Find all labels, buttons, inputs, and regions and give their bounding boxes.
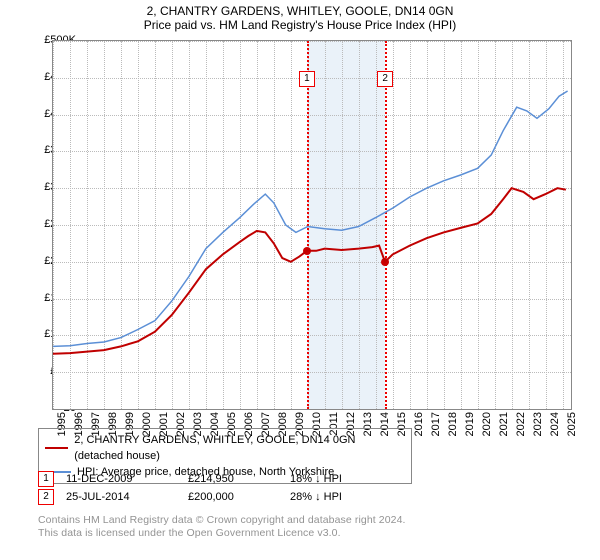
x-tick-label: 2023 xyxy=(532,412,544,442)
x-tick-label: 2016 xyxy=(413,412,425,442)
x-tick-label: 2018 xyxy=(447,412,459,442)
txn-price: £214,950 xyxy=(188,473,278,485)
legend-item: 2, CHANTRY GARDENS, WHITLEY, GOOLE, DN14… xyxy=(45,432,405,464)
txn-date: 25-JUL-2014 xyxy=(66,491,176,503)
series-price_paid xyxy=(53,188,566,354)
txn-hpi: 28% ↓ HPI xyxy=(290,491,390,503)
table-row: 1 11-DEC-2009 £214,950 18% ↓ HPI xyxy=(38,470,478,488)
marker-ref: 2 xyxy=(38,489,54,505)
x-tick-label: 2024 xyxy=(549,412,561,442)
series-hpi xyxy=(53,91,568,346)
footer-line: Contains HM Land Registry data © Crown c… xyxy=(38,514,406,527)
marker-ref: 1 xyxy=(38,471,54,487)
txn-date: 11-DEC-2009 xyxy=(66,473,176,485)
x-tick-label: 2021 xyxy=(498,412,510,442)
title-block: 2, CHANTRY GARDENS, WHITLEY, GOOLE, DN14… xyxy=(0,0,600,32)
footer: Contains HM Land Registry data © Crown c… xyxy=(38,514,406,540)
price-chart: 12 xyxy=(52,40,572,410)
x-tick-label: 2025 xyxy=(566,412,578,442)
chart-lines xyxy=(53,41,571,409)
x-tick-label: 2022 xyxy=(515,412,527,442)
page-subtitle: Price paid vs. HM Land Registry's House … xyxy=(0,18,600,32)
x-tick-label: 2020 xyxy=(481,412,493,442)
legend-swatch xyxy=(45,447,68,449)
txn-hpi: 18% ↓ HPI xyxy=(290,473,390,485)
table-row: 2 25-JUL-2014 £200,000 28% ↓ HPI xyxy=(38,488,478,506)
transactions-table: 1 11-DEC-2009 £214,950 18% ↓ HPI 2 25-JU… xyxy=(38,470,478,506)
page-root: 2, CHANTRY GARDENS, WHITLEY, GOOLE, DN14… xyxy=(0,0,600,560)
x-tick-label: 2019 xyxy=(464,412,476,442)
footer-line: This data is licensed under the Open Gov… xyxy=(38,527,406,540)
txn-price: £200,000 xyxy=(188,491,278,503)
page-title: 2, CHANTRY GARDENS, WHITLEY, GOOLE, DN14… xyxy=(0,4,600,18)
legend-label: 2, CHANTRY GARDENS, WHITLEY, GOOLE, DN14… xyxy=(74,432,405,464)
x-tick-label: 2017 xyxy=(430,412,442,442)
